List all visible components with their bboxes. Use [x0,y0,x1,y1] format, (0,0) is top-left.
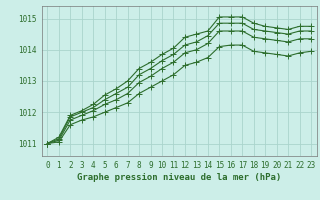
X-axis label: Graphe pression niveau de la mer (hPa): Graphe pression niveau de la mer (hPa) [77,173,281,182]
